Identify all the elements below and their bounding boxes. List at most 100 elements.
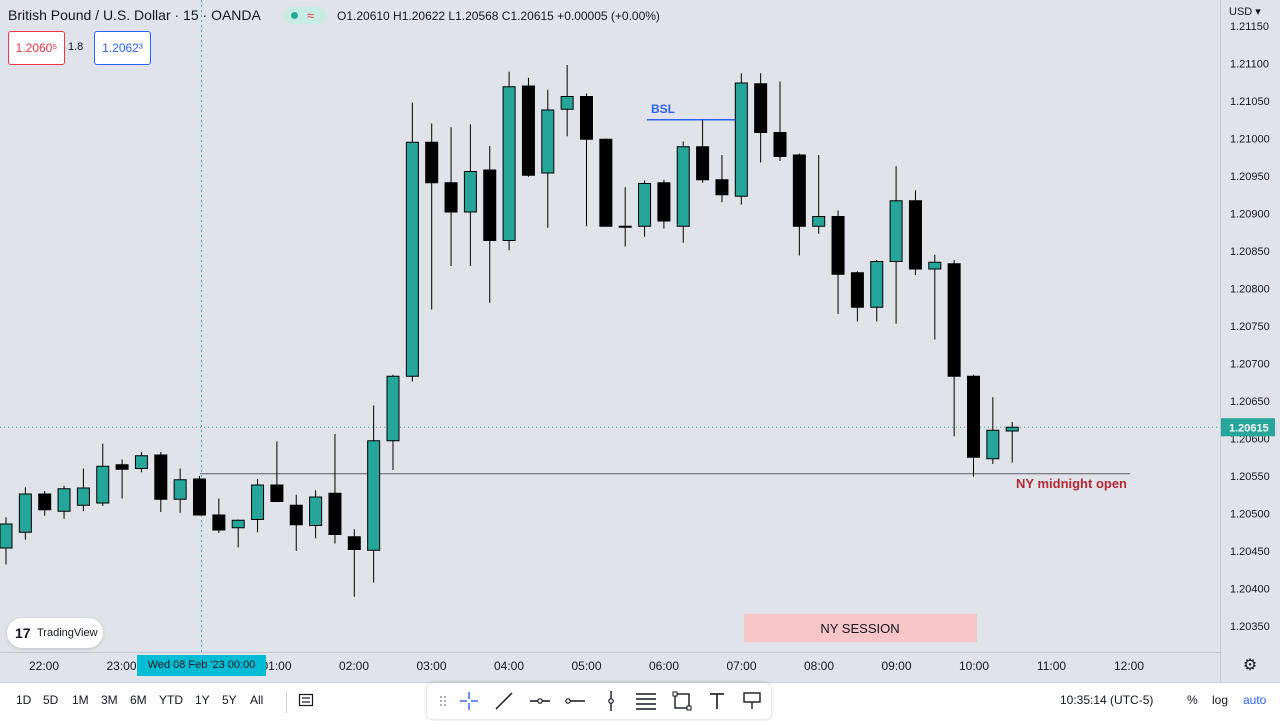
x-tick-label: 07:00 (726, 659, 756, 673)
text-tool-icon[interactable] (705, 689, 729, 713)
candle-body (173, 479, 187, 500)
sell-button[interactable]: 1.2060⁵ (8, 31, 65, 65)
candle-body (0, 523, 13, 549)
ohlc-values: O1.20610 H1.20622 L1.20568 C1.20615 +0.0… (337, 9, 660, 23)
ny-session-label: NY SESSION (820, 621, 899, 636)
candle (367, 405, 381, 583)
crosshair-date-label: Wed 08 Feb '23 00:00 (137, 655, 266, 676)
candle (38, 491, 52, 516)
candle-body (541, 109, 555, 174)
candle (134, 452, 148, 473)
candle (347, 529, 361, 597)
chart-background (0, 0, 1280, 682)
percent-toggle[interactable]: % (1187, 693, 1198, 707)
price-chart[interactable]: 1.21150 1.21100 1.21050 1.21000 1.20950 1.209… (0, 0, 1280, 682)
candle-body (405, 141, 419, 377)
clock-time[interactable]: 10:35:14 (UTC-5) (1060, 693, 1154, 707)
candle-body (96, 465, 110, 504)
candle (76, 468, 90, 512)
y-tick-label: 1.21150 (1230, 21, 1269, 33)
candle (289, 494, 303, 551)
x-tick-label: 11:00 (1037, 659, 1066, 673)
candle (463, 124, 477, 266)
currency-selector[interactable]: USD ▾ (1229, 6, 1261, 18)
log-toggle[interactable]: log (1212, 693, 1229, 707)
candle-body (870, 261, 884, 308)
candle (173, 468, 187, 513)
candle (870, 260, 884, 322)
range-all-button[interactable]: All (250, 693, 264, 707)
candle-body (908, 200, 922, 270)
range-1d-button[interactable]: 1D (16, 693, 32, 707)
x-tick-label: 23:00 (106, 659, 136, 673)
candle-body (367, 440, 381, 551)
y-tick-label: 1.20500 (1230, 509, 1270, 521)
gear-icon[interactable]: ⚙ (1242, 657, 1258, 674)
candle (425, 123, 439, 310)
x-tick-label: 01:00 (261, 659, 291, 673)
candle (1005, 422, 1019, 463)
candle (696, 119, 710, 183)
y-tick-label: 1.20650 (1230, 396, 1270, 408)
y-tick-label: 1.21100 (1230, 59, 1269, 71)
candle-body (115, 464, 129, 470)
range-5d-button[interactable]: 5D (43, 693, 59, 707)
candle (309, 490, 323, 539)
candle-body (386, 375, 400, 442)
candle-body (773, 132, 787, 157)
candle-body (754, 83, 768, 133)
tradingview-logo[interactable]: 17 TradingView (7, 618, 103, 648)
wave-icon: ≈ (307, 8, 315, 23)
market-status-badge[interactable]: ≈ (284, 7, 326, 24)
candle (115, 459, 129, 499)
range-1y-button[interactable]: 1Y (195, 693, 210, 707)
candle-body (212, 514, 226, 531)
range-1m-button[interactable]: 1M (72, 693, 89, 707)
tradingview-logo-text: TradingView (37, 627, 98, 639)
candle (270, 441, 284, 502)
candle (231, 519, 245, 548)
drag-handle-icon[interactable] (431, 689, 455, 713)
horizontal-ray-icon[interactable] (563, 689, 587, 713)
auto-toggle[interactable]: auto (1243, 693, 1267, 707)
rectangle-icon[interactable] (670, 689, 694, 713)
horizontal-line-icon[interactable] (528, 689, 552, 713)
candle (792, 153, 806, 256)
ny-session-box (744, 614, 977, 642)
vertical-line-icon[interactable] (599, 689, 623, 713)
candle-body (328, 492, 342, 535)
candle-body (1005, 426, 1019, 432)
fib-retracement-icon[interactable] (634, 689, 658, 713)
range-5y-button[interactable]: 5Y (222, 693, 237, 707)
candle (96, 443, 110, 506)
bsl-label: BSL (651, 102, 675, 116)
candle-body (463, 171, 477, 213)
x-tick-label: 08:00 (804, 659, 834, 673)
candle-body (715, 179, 729, 196)
candle (251, 479, 265, 533)
candle (483, 146, 497, 303)
candle-body (425, 141, 439, 184)
crosshair-icon[interactable] (457, 689, 481, 713)
candle (754, 73, 768, 163)
last-price-label: 1.20615 (1229, 422, 1269, 434)
symbol-title[interactable]: British Pound / U.S. Dollar · 15 · OANDA (8, 7, 261, 23)
range-3m-button[interactable]: 3M (101, 693, 118, 707)
candle (812, 155, 826, 234)
buy-button[interactable]: 1.2062³ (94, 31, 151, 65)
range-ytd-button[interactable]: YTD (159, 693, 183, 707)
candle-body (483, 169, 497, 241)
y-tick-label: 1.20900 (1230, 209, 1270, 221)
candle-body (309, 496, 323, 526)
callout-icon[interactable] (740, 689, 764, 713)
candle-body (134, 455, 148, 469)
candle-body (618, 225, 632, 228)
range-6m-button[interactable]: 6M (130, 693, 147, 707)
trend-line-icon[interactable] (492, 689, 516, 713)
candle-body (986, 429, 1000, 460)
x-tick-label: 10:00 (959, 659, 989, 673)
candle-body (599, 138, 613, 227)
candle (715, 155, 729, 203)
date-range-icon[interactable] (298, 692, 314, 708)
drawing-toolbar (427, 683, 771, 719)
